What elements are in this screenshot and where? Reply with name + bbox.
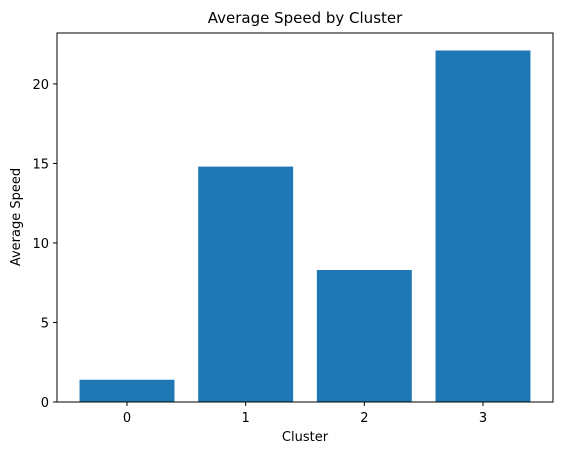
y-tick-label: 20	[32, 78, 49, 93]
x-tick-label: 0	[123, 411, 131, 426]
y-axis-ticks: 0 5 10 15 20	[32, 78, 57, 411]
plot-frame	[56, 32, 554, 403]
bar-cluster-3	[435, 50, 531, 402]
bar-cluster-0	[79, 379, 175, 402]
y-tick-label: 0	[41, 396, 49, 411]
bar-cluster-1	[198, 166, 294, 402]
chart-title: Average Speed by Cluster	[208, 9, 403, 27]
y-tick-label: 10	[32, 237, 49, 252]
y-tick-label: 15	[32, 157, 49, 172]
y-axis-label: Average Speed	[9, 168, 24, 266]
x-axis-label: Cluster	[282, 430, 329, 445]
bars-group	[79, 50, 531, 402]
x-tick-label: 2	[360, 411, 368, 426]
bar-cluster-2	[316, 269, 412, 402]
y-tick-label: 5	[41, 316, 49, 331]
x-tick-label: 3	[479, 411, 487, 426]
x-axis-ticks: 0 1 2 3	[123, 402, 487, 426]
x-tick-label: 1	[242, 411, 250, 426]
